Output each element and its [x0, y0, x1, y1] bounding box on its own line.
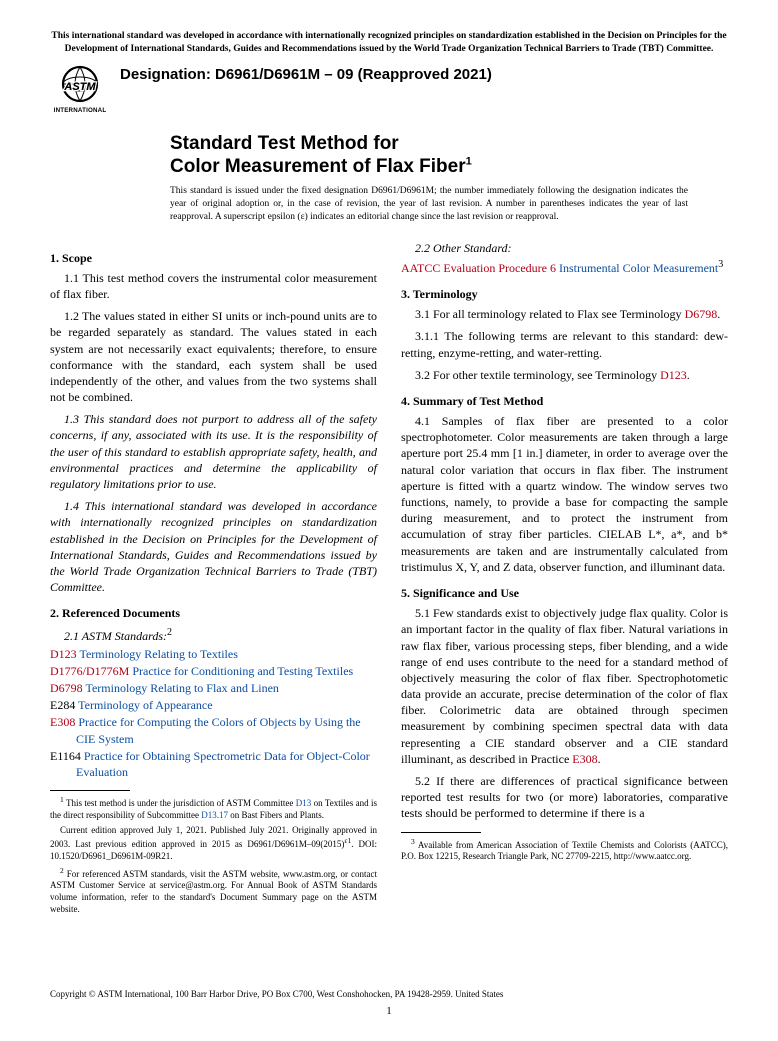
fn2-text: For referenced ASTM standards, visit the…	[50, 869, 377, 914]
ref-code[interactable]: E284	[50, 698, 75, 712]
footnote-1: 1 This test method is under the jurisdic…	[50, 795, 377, 821]
sub-astm-standards: 2.1 ASTM Standards:2	[50, 626, 377, 644]
para-1-2: 1.2 The values stated in either SI units…	[50, 308, 377, 405]
para-4-1: 4.1 Samples of flax fiber are presented …	[401, 413, 728, 575]
footnote-rule	[50, 790, 130, 791]
para-3-1: 3.1 For all terminology related to Flax …	[401, 306, 728, 322]
para-1-3: 1.3 This standard does not purport to ad…	[50, 411, 377, 492]
ref-title[interactable]: Practice for Obtaining Spectrometric Dat…	[76, 749, 370, 779]
ref-aatcc-sup: 3	[718, 259, 723, 270]
fn3-text: Available from American Association of T…	[401, 840, 728, 862]
p3-2-link[interactable]: D123	[660, 368, 687, 382]
fn1-text-c: on Bast Fibers and Plants.	[228, 810, 324, 820]
para-3-1-1: 3.1.1 The following terms are relevant t…	[401, 328, 728, 360]
p3-1-post: .	[717, 307, 720, 321]
heading-refs: 2. Referenced Documents	[50, 605, 377, 621]
astm-sub-label: 2.1 ASTM Standards:	[64, 629, 167, 643]
ref-code[interactable]: E1164	[50, 749, 81, 763]
p3-1-pre: 3.1 For all terminology related to Flax …	[415, 307, 685, 321]
footnote-2: 2 For referenced ASTM standards, visit t…	[50, 866, 377, 916]
ref-e308: E308 Practice for Computing the Colors o…	[50, 714, 377, 746]
header-block: ASTM ASTM INTERNATIONAL Designation: D69…	[50, 64, 728, 118]
copyright-line: Copyright © ASTM International, 100 Barr…	[50, 989, 728, 999]
fn1-link-d13[interactable]: D13	[296, 798, 312, 808]
ref-code-aatcc[interactable]: AATCC Evaluation Procedure 6	[401, 261, 556, 275]
ref-title[interactable]: Practice for Computing the Colors of Obj…	[76, 715, 361, 745]
footnote-block-right: 3 Available from American Association of…	[401, 832, 728, 863]
astm-ref-list: D123 Terminology Relating to Textiles D1…	[50, 646, 377, 781]
fn1-text-d: Current edition approved July 1, 2021. P…	[50, 825, 377, 850]
para-1-4: 1.4 This international standard was deve…	[50, 498, 377, 595]
ref-code[interactable]: D1776/D1776M	[50, 664, 129, 678]
ref-d123: D123 Terminology Relating to Textiles	[50, 646, 377, 662]
fn1-link-d1317[interactable]: D13.17	[201, 810, 228, 820]
ref-title[interactable]: Terminology Relating to Textiles	[79, 647, 237, 661]
title-block: Standard Test Method for Color Measureme…	[170, 132, 728, 180]
p3-2-post: .	[687, 368, 690, 382]
p3-1-link[interactable]: D6798	[685, 307, 718, 321]
ref-d1776: D1776/D1776M Practice for Conditioning a…	[50, 663, 377, 679]
other-ref-list: AATCC Evaluation Procedure 6 Instrumenta…	[401, 258, 728, 276]
astm-sub-sup: 2	[167, 627, 172, 638]
ref-d6798: D6798 Terminology Relating to Flax and L…	[50, 680, 377, 696]
para-5-1: 5.1 Few standards exist to objectively j…	[401, 605, 728, 767]
page-number: 1	[50, 1005, 728, 1017]
heading-terminology: 3. Terminology	[401, 286, 728, 302]
ref-e1164: E1164 Practice for Obtaining Spectrometr…	[50, 748, 377, 780]
ref-title-aatcc[interactable]: Instrumental Color Measurement	[559, 261, 718, 275]
body-columns: 1. Scope 1.1 This test method covers the…	[50, 240, 728, 916]
para-3-2: 3.2 For other textile terminology, see T…	[401, 367, 728, 383]
title-lead: Standard Test Method for	[170, 132, 728, 156]
heading-summary: 4. Summary of Test Method	[401, 393, 728, 409]
p5-1-pre: 5.1 Few standards exist to objectively j…	[401, 606, 728, 766]
designation-line: Designation: D6961/D6961M – 09 (Reapprov…	[120, 66, 492, 83]
title-superscript: 1	[466, 156, 472, 168]
ref-aatcc: AATCC Evaluation Procedure 6 Instrumenta…	[401, 258, 728, 276]
ref-code[interactable]: E308	[50, 715, 75, 729]
page: This international standard was develope…	[0, 0, 778, 1041]
ref-title[interactable]: Terminology Relating to Flax and Linen	[85, 681, 278, 695]
para-1-1: 1.1 This test method covers the instrume…	[50, 270, 377, 302]
svg-text:ASTM: ASTM	[63, 81, 96, 93]
title-main: Color Measurement of Flax Fiber1	[170, 155, 728, 179]
ref-title[interactable]: Terminology of Appearance	[78, 698, 212, 712]
para-5-2: 5.2 If there are differences of practica…	[401, 773, 728, 822]
sub-other-standard: 2.2 Other Standard:	[401, 240, 728, 256]
logo-subtext: INTERNATIONAL	[54, 107, 107, 114]
ref-code[interactable]: D123	[50, 647, 77, 661]
footnote-1b: Current edition approved July 1, 2021. P…	[50, 825, 377, 863]
issuance-note: This standard is issued under the fixed …	[170, 185, 688, 223]
ref-title[interactable]: Practice for Conditioning and Testing Te…	[132, 664, 353, 678]
p3-2-pre: 3.2 For other textile terminology, see T…	[415, 368, 660, 382]
ref-code[interactable]: D6798	[50, 681, 83, 695]
footnote-block-left: 1 This test method is under the jurisdic…	[50, 790, 377, 915]
p5-1-link[interactable]: E308	[572, 752, 597, 766]
footnote-rule-right	[401, 832, 481, 833]
p5-1-post: .	[598, 752, 601, 766]
astm-logo: ASTM ASTM INTERNATIONAL	[50, 64, 110, 118]
footnote-3: 3 Available from American Association of…	[401, 837, 728, 863]
heading-scope: 1. Scope	[50, 250, 377, 266]
top-committee-note: This international standard was develope…	[50, 30, 728, 56]
other-sub-label: 2.2 Other Standard:	[415, 241, 512, 255]
page-footer: Copyright © ASTM International, 100 Barr…	[50, 989, 728, 1017]
title-main-text: Color Measurement of Flax Fiber	[170, 156, 466, 177]
fn1-text-a: This test method is under the jurisdicti…	[66, 798, 296, 808]
ref-e284: E284 Terminology of Appearance	[50, 697, 377, 713]
heading-significance: 5. Significance and Use	[401, 585, 728, 601]
